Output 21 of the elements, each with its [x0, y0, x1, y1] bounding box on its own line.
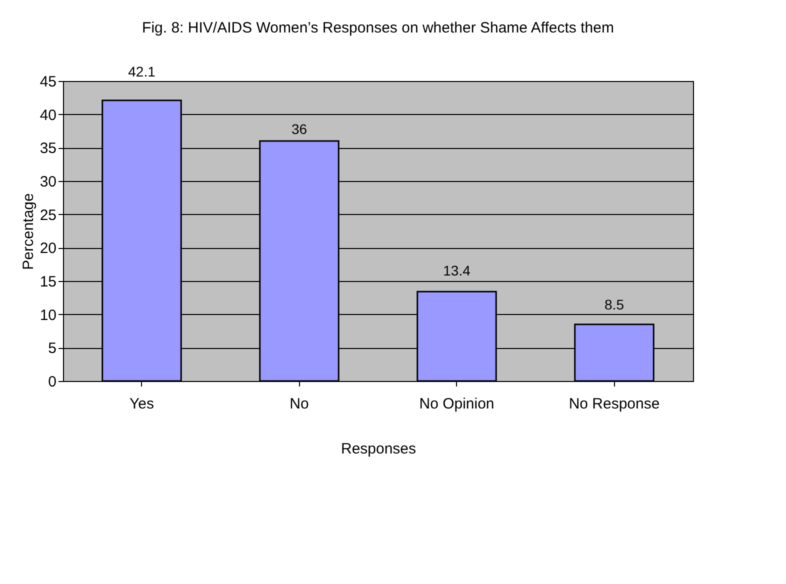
- x-tick-label: No Response: [568, 396, 660, 412]
- x-tick-label: No: [290, 396, 309, 412]
- data-label: 13.4: [443, 262, 471, 279]
- x-tick-label: Yes: [130, 396, 154, 412]
- y-tick-label: 25: [40, 206, 56, 224]
- y-tick-label: 20: [40, 240, 56, 258]
- y-tick-label: 35: [40, 140, 56, 158]
- data-label: 8.5: [604, 296, 624, 312]
- y-tick-label: 10: [40, 306, 56, 324]
- y-tick-label: 40: [40, 106, 56, 124]
- y-tick-label: 0: [48, 374, 56, 390]
- y-tick-label: 15: [40, 274, 56, 290]
- y-axis-title: Percentage: [20, 193, 37, 270]
- x-tick-label: No Opinion: [419, 396, 494, 412]
- data-label: 42.1: [128, 63, 156, 80]
- x-axis-title: Responses: [340, 440, 416, 458]
- y-tick-label: 5: [48, 340, 56, 358]
- y-tick-label: 45: [40, 74, 56, 90]
- y-tick-label: 30: [40, 174, 56, 190]
- data-label: 36: [291, 121, 308, 137]
- chart-title: Fig. 8: HIV/AIDS Women’s Responses on whether Shame Affects them: [142, 19, 614, 36]
